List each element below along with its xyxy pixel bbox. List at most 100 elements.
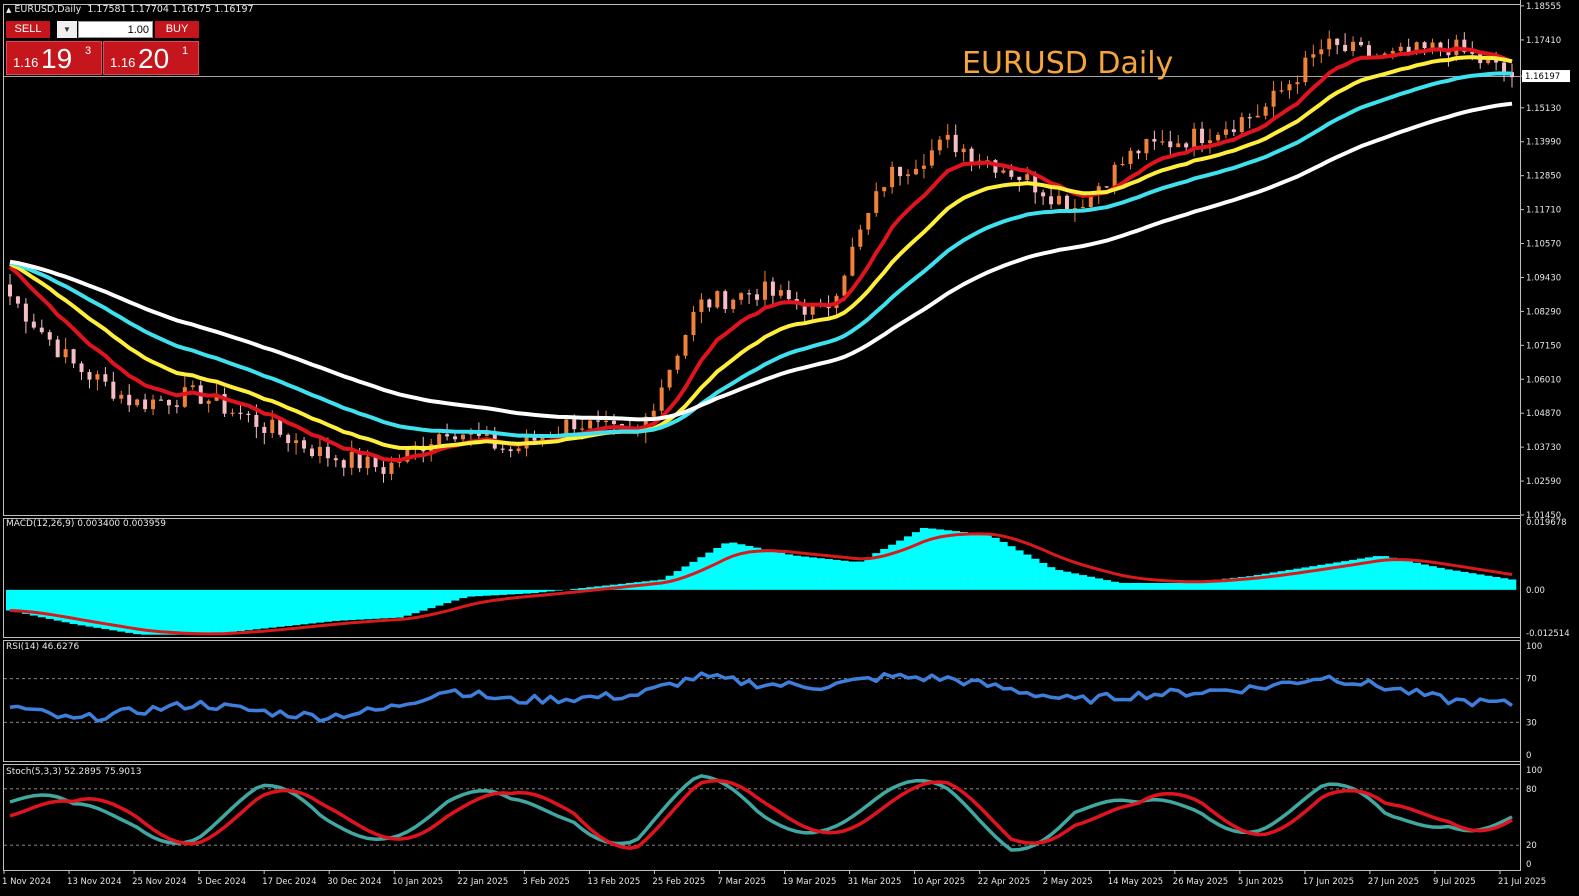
collapse-triangle-icon[interactable]: ▲ — [6, 6, 12, 14]
macd-histogram-bar — [355, 589, 364, 620]
buy-price-button[interactable]: 1.16 20 1 — [103, 41, 199, 75]
buy-button[interactable]: BUY — [155, 21, 199, 38]
macd-histogram-bar — [808, 557, 817, 590]
macd-histogram-bar — [800, 556, 809, 590]
candle-body — [1009, 170, 1014, 177]
date-axis-label: 13 Feb 2025 — [587, 877, 640, 887]
macd-axis-label: 0.019678 — [1526, 518, 1567, 528]
macd-histogram-bar — [967, 532, 976, 590]
rsi-panel-frame — [3, 640, 1521, 762]
sell-button[interactable]: SELL — [6, 21, 50, 38]
macd-histogram-bar — [141, 589, 150, 635]
candle-body — [890, 166, 895, 188]
macd-histogram-bar — [1015, 550, 1024, 590]
macd-histogram-bar — [919, 527, 929, 590]
macd-histogram-bar — [37, 589, 47, 618]
macd-histogram-bar — [1508, 579, 1517, 590]
macd-histogram-bar — [164, 589, 174, 635]
macd-histogram-bar — [832, 559, 841, 590]
candle-body — [683, 335, 688, 356]
candle-body — [286, 434, 291, 444]
candle-body — [1366, 45, 1371, 57]
candle-body — [39, 327, 44, 333]
macd-histogram-bar — [840, 560, 849, 590]
candle-body — [246, 413, 251, 415]
macd-histogram-bar — [1237, 577, 1247, 590]
candle-body — [874, 191, 879, 213]
macd-histogram-bar — [1245, 576, 1255, 590]
price-axis-label: 1.08290 — [1526, 307, 1561, 317]
candle-body — [739, 293, 744, 300]
candle-body — [1247, 117, 1252, 119]
macd-histogram-bar — [1261, 573, 1270, 590]
macd-histogram-bar — [546, 589, 555, 592]
date-axis-label: 2 May 2025 — [1043, 877, 1093, 887]
macd-histogram-bar — [1357, 558, 1366, 590]
macd-histogram-bar — [244, 589, 253, 631]
macd-histogram-bar — [1134, 582, 1143, 590]
candle-body — [921, 165, 926, 169]
candle-body — [1351, 41, 1356, 52]
candle-body — [810, 303, 815, 315]
candle-body — [1041, 192, 1046, 197]
candle-body — [1279, 90, 1284, 92]
candle-body — [437, 434, 442, 445]
candle-body — [1136, 150, 1141, 154]
candle-body — [540, 437, 545, 441]
macd-histogram-bar — [729, 542, 738, 590]
sell-price-button[interactable]: 1.16 19 3 — [6, 41, 102, 75]
candle-body — [770, 281, 775, 296]
macd-histogram-bar — [371, 589, 380, 619]
lot-dropdown-icon[interactable]: ▼ — [57, 21, 77, 38]
candle-body — [230, 412, 235, 414]
macd-histogram-bar — [1372, 556, 1382, 590]
macd-histogram-bar — [149, 589, 158, 635]
macd-histogram-bar — [69, 589, 78, 624]
macd-histogram-bar — [1333, 562, 1342, 590]
candle-body — [516, 448, 521, 452]
candle-body — [1343, 44, 1348, 52]
macd-histogram-bar — [77, 589, 86, 626]
macd-histogram-bar — [1055, 570, 1064, 590]
lot-size-input[interactable] — [78, 21, 153, 38]
macd-histogram-bar — [339, 589, 349, 621]
symbol-title: ▲ EURUSD,Daily 1.17581 1.17704 1.16175 1.… — [6, 4, 254, 15]
price-axis-label: 1.18555 — [1526, 2, 1561, 12]
macd-histogram-bar — [292, 589, 301, 626]
macd-histogram-bar — [1174, 582, 1183, 590]
macd-histogram-bar — [1158, 582, 1167, 590]
candle-body — [1359, 41, 1364, 46]
macd-histogram-bar — [1150, 582, 1159, 590]
candle-body — [1128, 150, 1133, 164]
candle-body — [190, 385, 195, 388]
candle-body — [1295, 82, 1300, 85]
macd-histogram-bar — [53, 589, 62, 621]
candle-body — [945, 134, 950, 140]
macd-histogram-bar — [490, 589, 500, 596]
candle-body — [460, 434, 465, 440]
macd-histogram-bar — [1412, 562, 1421, 590]
macd-histogram-bar — [85, 589, 94, 627]
candle-body — [500, 448, 505, 450]
candle-body — [206, 400, 211, 404]
macd-histogram-bar — [538, 589, 547, 593]
candle-body — [445, 434, 450, 437]
candle-body — [643, 416, 648, 432]
stoch-panel-frame — [3, 764, 1521, 871]
candlestick-series — [8, 30, 1514, 483]
price-axis-label: 1.06010 — [1526, 375, 1561, 385]
candle-body — [341, 460, 346, 468]
stoch-axis-label: 20 — [1526, 841, 1537, 851]
price-axis-label: 1.12850 — [1526, 172, 1561, 182]
candle-body — [731, 299, 736, 310]
macd-histogram-bar — [760, 549, 770, 590]
candle-body — [659, 387, 664, 411]
macd-histogram-bar — [1102, 580, 1111, 590]
price-axis-label: 1.10570 — [1526, 240, 1561, 250]
candle-body — [1025, 174, 1030, 180]
candle-body — [580, 428, 585, 430]
candle-body — [95, 374, 100, 380]
candle-body — [675, 355, 680, 370]
candle-body — [71, 349, 76, 364]
